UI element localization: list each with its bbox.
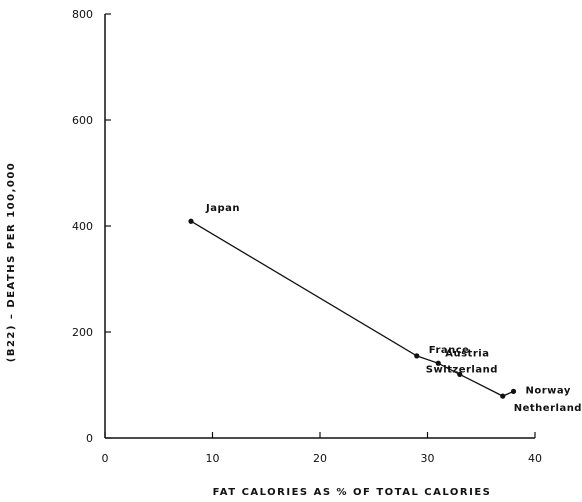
x-tick-label: 30 (421, 452, 435, 465)
point-label: Austria (445, 348, 489, 359)
data-point (457, 371, 463, 377)
y-tick-label: 400 (72, 220, 93, 233)
point-label: Netherlands (514, 403, 582, 414)
point-label: France (429, 345, 470, 356)
point-label: Switzerland (426, 364, 498, 375)
point-label: Norway (526, 385, 571, 396)
y-ticks: 0 200 400 600 800 (72, 8, 111, 445)
point-label: Japan (205, 203, 240, 214)
data-point (500, 393, 506, 399)
data-point (414, 353, 420, 359)
x-tick-label: 0 (102, 452, 109, 465)
x-axis-title: FAT CALORIES AS % OF TOTAL CALORIES (213, 487, 492, 498)
y-axis-title: (B22) – DEATHS PER 100,000 (6, 162, 17, 363)
data-point (435, 360, 441, 366)
x-tick-label: 10 (206, 452, 220, 465)
y-tick-label: 600 (72, 114, 93, 127)
y-tick-label: 800 (72, 8, 93, 21)
x-tick-label: 40 (528, 452, 542, 465)
data-point (188, 218, 194, 224)
data-point (510, 388, 517, 394)
series (188, 218, 517, 399)
x-tick-label: 20 (313, 452, 327, 465)
y-tick-label: 200 (72, 326, 93, 339)
y-tick-label: 0 (86, 432, 93, 445)
x-ticks: 0 10 20 30 40 (102, 432, 542, 465)
